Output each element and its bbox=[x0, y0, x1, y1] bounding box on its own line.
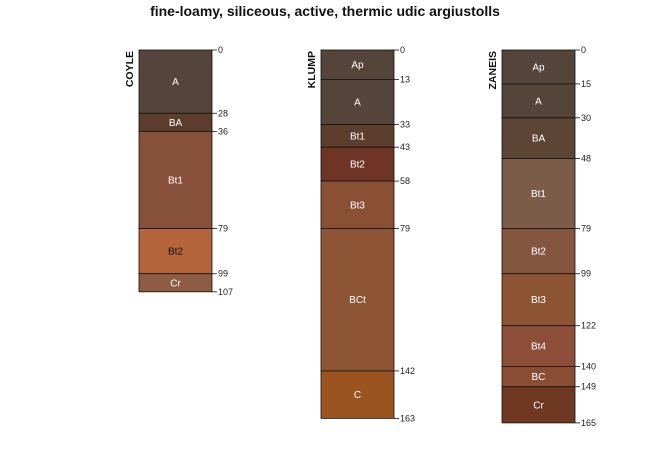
depth-label: 149 bbox=[581, 382, 596, 392]
depth-label: 30 bbox=[581, 113, 591, 123]
horizon-label: Bt1 bbox=[531, 189, 546, 200]
profile-name: ZANEIS bbox=[487, 51, 499, 90]
horizon-label: Bt2 bbox=[168, 247, 183, 258]
depth-label: 28 bbox=[218, 108, 228, 118]
profile-name: COYLE bbox=[124, 51, 136, 87]
horizon-zaneis-bt1 bbox=[501, 158, 576, 229]
depth-label: 142 bbox=[400, 366, 415, 376]
horizon-zaneis-bt3 bbox=[501, 273, 576, 327]
depth-label: 122 bbox=[581, 321, 596, 331]
horizon-label: Bt3 bbox=[531, 295, 546, 306]
horizon-label: BCt bbox=[349, 295, 366, 306]
horizon-label: Bt2 bbox=[350, 160, 365, 171]
horizon-zaneis-ba bbox=[501, 117, 576, 159]
horizon-coyle-bt1 bbox=[138, 130, 213, 229]
horizon-label: Bt1 bbox=[350, 131, 365, 142]
depth-label: 107 bbox=[218, 287, 233, 297]
depth-label: 163 bbox=[400, 413, 415, 423]
horizon-coyle-bt2 bbox=[138, 228, 213, 275]
horizon-label: Ap bbox=[532, 62, 545, 73]
horizon-label: Bt1 bbox=[168, 175, 183, 186]
horizon-klump-bct bbox=[320, 228, 395, 372]
depth-label: 0 bbox=[581, 45, 586, 55]
horizon-coyle-a bbox=[138, 49, 213, 114]
horizon-klump-ap bbox=[320, 49, 395, 80]
profile-name: KLUMP bbox=[306, 51, 318, 88]
depth-label: 33 bbox=[400, 120, 410, 130]
horizon-coyle-cr bbox=[138, 273, 213, 293]
depth-label: 48 bbox=[581, 153, 591, 163]
depth-label: 13 bbox=[400, 74, 410, 84]
horizon-label: Cr bbox=[533, 400, 544, 411]
horizon-klump-c bbox=[320, 370, 395, 419]
horizon-label: C bbox=[354, 390, 361, 401]
horizon-label: A bbox=[535, 96, 542, 107]
horizon-zaneis-a bbox=[501, 83, 576, 119]
horizon-label: Bt3 bbox=[350, 200, 365, 211]
horizon-label: Cr bbox=[170, 278, 181, 289]
horizon-zaneis-cr bbox=[501, 386, 576, 424]
depth-label: 79 bbox=[581, 224, 591, 234]
horizon-label: BA bbox=[532, 134, 546, 145]
depth-label: 165 bbox=[581, 418, 596, 428]
depth-label: 79 bbox=[400, 224, 410, 234]
figure-title: fine-loamy, siliceous, active, thermic u… bbox=[150, 3, 500, 19]
horizon-label: A bbox=[354, 97, 361, 108]
horizon-zaneis-bt4 bbox=[501, 325, 576, 367]
horizon-klump-bt3 bbox=[320, 180, 395, 229]
depth-label: 15 bbox=[581, 79, 591, 89]
horizon-label: Bt2 bbox=[531, 247, 546, 258]
horizon-label: BA bbox=[169, 118, 183, 129]
horizon-label: A bbox=[172, 77, 179, 88]
horizon-zaneis-ap bbox=[501, 49, 576, 85]
horizon-label: BC bbox=[532, 372, 546, 383]
depth-label: 0 bbox=[218, 45, 223, 55]
depth-label: 79 bbox=[218, 224, 228, 234]
horizon-label: Bt4 bbox=[531, 342, 546, 353]
depth-label: 58 bbox=[400, 176, 410, 186]
depth-label: 140 bbox=[581, 361, 596, 371]
depth-label: 43 bbox=[400, 142, 410, 152]
horizon-label: Ap bbox=[351, 60, 364, 71]
depth-label: 0 bbox=[400, 45, 405, 55]
depth-label: 99 bbox=[581, 269, 591, 279]
depth-label: 36 bbox=[218, 126, 228, 136]
depth-label: 99 bbox=[218, 269, 228, 279]
